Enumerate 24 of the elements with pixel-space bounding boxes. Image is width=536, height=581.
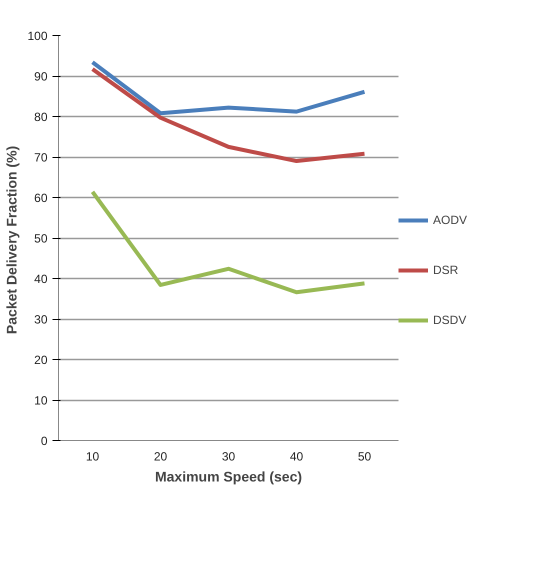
y-tick-label: 0 [40,434,48,448]
y-tick-label: 80 [34,110,48,124]
line-series [90,60,366,116]
legend-label: DSR [433,263,458,277]
x-axis-title: Maximum Speed (sec) [154,468,302,484]
y-tick-label: 40 [34,272,48,286]
y-tick-label: 30 [34,312,48,326]
y-tick-label: 90 [34,70,48,84]
y-tick-label: 20 [34,353,48,367]
x-tick-label: 40 [290,450,304,464]
x-tick-label: 30 [222,450,236,464]
legend-label: DSDV [433,313,466,327]
legend-label: AODV [433,213,468,227]
line-series [90,190,366,294]
y-axis-title: Packet Delivery Fraction (%) [3,146,20,334]
y-tick-label: 70 [34,150,48,164]
y-tick-label: 60 [34,191,48,205]
x-tick-label: 10 [86,450,100,464]
x-tick-label: 50 [358,450,372,464]
line-series [90,67,366,164]
y-tick-label: 100 [27,29,48,43]
y-tick-label: 50 [34,232,48,246]
y-tick-label: 10 [34,394,48,408]
x-tick-label: 20 [154,450,168,464]
